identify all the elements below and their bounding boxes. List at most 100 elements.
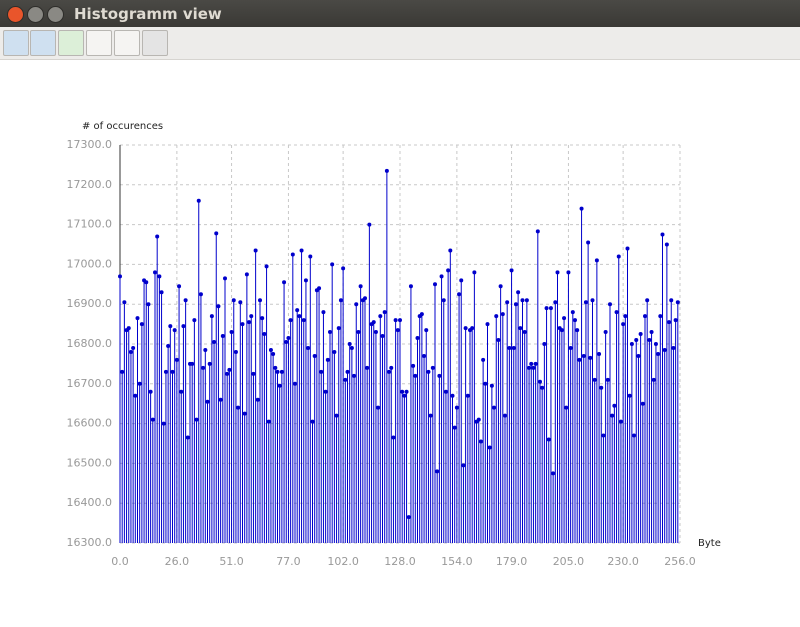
stem-dot — [656, 351, 661, 356]
stem-dot — [507, 345, 512, 350]
stem-dot — [146, 302, 151, 307]
stem-dot — [640, 401, 645, 406]
stem-dot — [452, 425, 457, 430]
stem-dot — [286, 336, 291, 341]
stem-dot — [419, 312, 424, 317]
y-tick-label: 16500.0 — [67, 456, 113, 469]
stem-dot — [341, 266, 346, 271]
stem-dot — [616, 254, 621, 259]
stem-dot — [612, 403, 617, 408]
minimize-button[interactable] — [27, 6, 44, 23]
stem-dot — [382, 310, 387, 315]
zoom-fit-button[interactable] — [3, 30, 29, 56]
stem-dot — [356, 330, 361, 335]
stem-dot — [345, 369, 350, 374]
toolbar — [0, 27, 800, 60]
stem-dot — [233, 349, 238, 354]
stem-dot — [621, 322, 626, 327]
stem-dot — [669, 298, 674, 303]
stem-dot — [457, 292, 462, 297]
stem-dot — [312, 353, 317, 358]
x-tick-label: 102.0 — [327, 555, 359, 568]
stem-dot — [144, 280, 149, 285]
stem-dot — [389, 365, 394, 370]
stem-dot — [133, 393, 138, 398]
stem-dot — [430, 365, 435, 370]
zoom-button[interactable] — [30, 30, 56, 56]
stem-dot — [487, 445, 492, 450]
stem-dot — [406, 515, 411, 520]
stem-dot — [658, 314, 663, 319]
stem-dot — [387, 369, 392, 374]
stem-dot — [511, 345, 516, 350]
stem-dot — [531, 365, 536, 370]
stem-dot — [273, 365, 278, 370]
stem-dot — [638, 332, 643, 337]
stem-dot — [349, 345, 354, 350]
stem-dot — [627, 393, 632, 398]
stem-dot — [542, 342, 547, 346]
stem-dot — [166, 343, 171, 348]
stem-dot — [618, 419, 623, 424]
stem-dot — [601, 433, 606, 438]
save-button[interactable] — [114, 30, 140, 56]
stem-dot — [568, 345, 573, 350]
stem-dot — [667, 320, 672, 325]
stem-dot — [577, 357, 582, 362]
stem-dot — [443, 389, 448, 394]
stem-dot — [590, 298, 595, 303]
table-button[interactable] — [142, 30, 168, 56]
stem-dot — [231, 298, 236, 303]
maximize-button[interactable] — [47, 6, 64, 23]
stem-dot — [513, 302, 518, 307]
pan-button[interactable] — [58, 30, 84, 56]
stem-dot — [555, 270, 560, 275]
stem-dot — [566, 270, 571, 275]
stem-dot — [179, 389, 184, 394]
stem-dot — [548, 306, 553, 311]
stem-dot — [660, 232, 665, 237]
stem-dot — [378, 314, 383, 319]
stem-dot — [255, 397, 260, 402]
x-tick-label: 179.0 — [496, 555, 528, 568]
stem-dot — [288, 318, 293, 323]
stem-dot — [651, 377, 656, 382]
y-tick-label: 17200.0 — [67, 178, 113, 191]
stem-dot — [220, 334, 225, 339]
stem-dot — [588, 355, 593, 360]
stem-dot — [352, 373, 357, 378]
stem-dot — [500, 312, 505, 317]
stem-dot — [153, 270, 157, 275]
stem-dot — [400, 389, 405, 394]
stem-dot — [238, 300, 243, 305]
stem-dot — [629, 342, 634, 346]
stem-dot — [592, 377, 597, 382]
stem-dot — [225, 371, 230, 376]
stem-dot — [334, 413, 339, 418]
x-tick-label: 205.0 — [553, 555, 585, 568]
stem-dot — [489, 383, 494, 388]
stem-dot — [155, 234, 160, 239]
stem-dot — [520, 298, 525, 303]
stem-dot — [605, 377, 610, 382]
stem-dot — [262, 332, 267, 337]
stem-dot — [645, 298, 650, 303]
stem-dot — [183, 298, 188, 303]
stem-dot — [553, 300, 558, 305]
stem-dot — [223, 276, 227, 281]
stem-dot — [347, 342, 352, 346]
stem-dot — [524, 298, 529, 303]
stem-dot — [150, 417, 155, 422]
stem-dot — [264, 264, 269, 269]
stem-dot — [463, 326, 468, 331]
stem-dot — [358, 284, 363, 289]
close-button[interactable] — [7, 6, 24, 23]
stem-dot — [498, 284, 503, 289]
stem-dot — [404, 389, 409, 394]
x-tick-label: 26.0 — [165, 555, 190, 568]
stem-dot — [247, 320, 252, 325]
stem-dot — [185, 435, 190, 440]
tools-button[interactable] — [86, 30, 112, 56]
